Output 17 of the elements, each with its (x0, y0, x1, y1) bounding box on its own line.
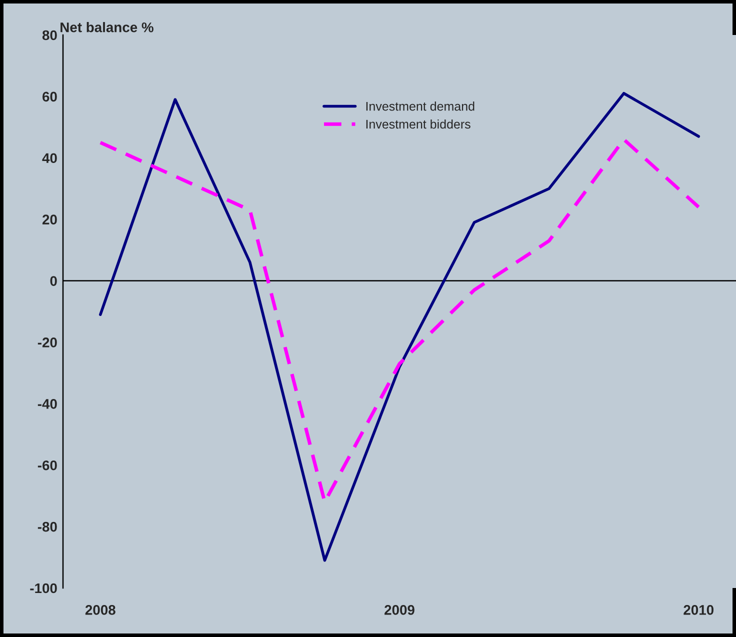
y-tick-label: 40 (42, 153, 57, 164)
y-tick-label: -60 (38, 460, 57, 470)
legend-label: Investment demand (366, 102, 474, 111)
y-tick-label: 60 (42, 92, 57, 102)
x-tick-label: 2008 (85, 605, 116, 615)
x-tick-label: 2010 (684, 605, 714, 615)
x-tick-label: 2009 (384, 605, 414, 615)
legend-label: Investment bidders (366, 119, 470, 129)
y-tick-label: -20 (38, 338, 57, 348)
y-tick-label: 20 (42, 214, 57, 225)
y-tick-label: -80 (38, 522, 57, 532)
y-tick-label: -40 (38, 399, 57, 409)
y-axis-title: Net balance % (60, 22, 154, 32)
y-tick-label: 80 (42, 30, 57, 40)
y-tick-label: 0 (50, 276, 57, 286)
line-series (99, 92, 700, 562)
y-tick-label: -100 (30, 583, 57, 594)
